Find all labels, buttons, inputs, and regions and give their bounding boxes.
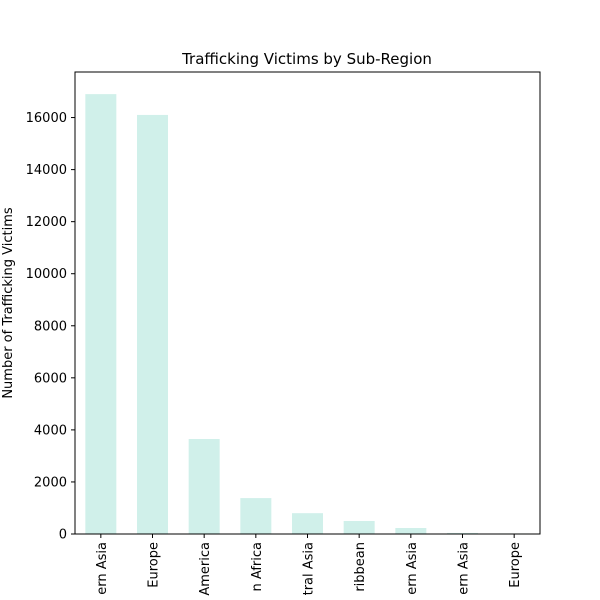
bar-2 [137, 114, 168, 535]
x-tick-label: ribbean [353, 542, 368, 592]
bar-1 [85, 94, 117, 534]
x-tick-label: n Africa [250, 542, 265, 591]
y-tick-label: 12000 [26, 215, 67, 230]
x-tick-label: tral Asia [302, 542, 317, 595]
x-tick-label: Europe [508, 542, 523, 588]
x-tick-label: ern Asia [405, 542, 420, 595]
bar-3 [188, 438, 220, 534]
y-tick-label: 4000 [34, 423, 67, 438]
x-tick-label: ern Asia [457, 542, 472, 595]
y-tick-label: 8000 [34, 319, 67, 334]
bars-group [85, 94, 530, 535]
bar-5 [292, 513, 323, 534]
y-tick-label: 14000 [26, 163, 67, 178]
bar-7 [395, 528, 427, 534]
y-tick-label: 6000 [34, 371, 67, 386]
y-ticks-group: 0 2000 4000 6000 8000 10000 12000 14000 16000 [26, 111, 75, 543]
y-tick-label: 0 [59, 528, 67, 543]
x-tick-label: Europe [147, 542, 162, 588]
y-tick-label: 10000 [26, 267, 67, 282]
x-tick-label: ern Asia [95, 542, 110, 595]
y-axis-label: Number of Trafficking Victims [1, 207, 16, 399]
bar-6 [343, 520, 375, 534]
y-tick-label: 16000 [26, 111, 67, 126]
x-ticks-group: ern Asia Europe America n Africa tral Asia ri… [95, 534, 523, 596]
bar-8 [447, 532, 478, 534]
plot-frame [74, 71, 541, 535]
chart-title: Trafficking Victims by Sub-Region [181, 50, 432, 68]
y-tick-label: 2000 [34, 475, 67, 490]
bar-4 [240, 498, 272, 534]
x-tick-label: America [198, 542, 213, 596]
